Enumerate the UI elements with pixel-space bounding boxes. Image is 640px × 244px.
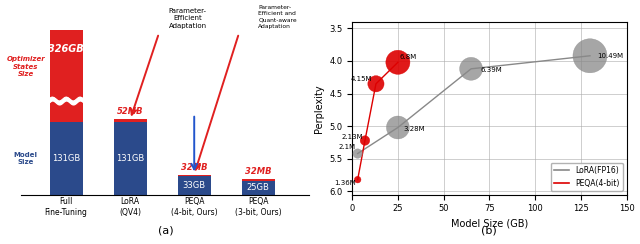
Bar	[113, 122, 147, 195]
Point	[585, 54, 595, 58]
Point	[393, 60, 403, 64]
Text: 131GB: 131GB	[52, 154, 80, 163]
Text: 25GB: 25GB	[247, 183, 269, 192]
Text: Parameter-
Efficient and
Quant-aware
Adaptation: Parameter- Efficient and Quant-aware Ada…	[259, 5, 297, 29]
Text: 52MB: 52MB	[117, 107, 143, 116]
Text: 6.39M: 6.39M	[480, 67, 502, 73]
Bar	[49, 30, 83, 122]
Y-axis label: Perplexity: Perplexity	[314, 84, 324, 132]
Text: Model
Size: Model Size	[14, 152, 38, 165]
Text: (b): (b)	[481, 226, 497, 236]
Text: 2.1M: 2.1M	[339, 144, 356, 150]
Bar	[113, 119, 147, 122]
Text: Parameter-
Efficient
Adaptation: Parameter- Efficient Adaptation	[169, 8, 207, 29]
Point	[353, 178, 363, 182]
Bar	[241, 181, 275, 195]
Point	[393, 125, 403, 129]
Bar	[177, 176, 211, 195]
Text: 32MB: 32MB	[245, 167, 271, 176]
Text: 32MB: 32MB	[181, 163, 207, 172]
Text: Optimizer
States
Size: Optimizer States Size	[6, 56, 45, 77]
Text: 6.8M: 6.8M	[400, 54, 417, 60]
Bar	[241, 179, 275, 181]
Point	[353, 152, 363, 155]
Bar	[49, 122, 83, 195]
Text: 33GB: 33GB	[182, 181, 206, 190]
Text: 3.28M: 3.28M	[403, 126, 425, 132]
Text: 4.15M: 4.15M	[351, 76, 372, 81]
Point	[360, 139, 370, 142]
Point	[371, 82, 381, 86]
Legend: LoRA(FP16), PEQA(4-bit): LoRA(FP16), PEQA(4-bit)	[551, 163, 623, 191]
Text: 1.36M: 1.36M	[334, 180, 356, 186]
Text: (a): (a)	[157, 226, 173, 236]
Text: 131GB: 131GB	[116, 154, 144, 163]
X-axis label: Model Size (GB): Model Size (GB)	[451, 219, 528, 229]
Text: 2.13M: 2.13M	[342, 134, 363, 140]
Bar	[177, 174, 211, 176]
Point	[466, 67, 476, 71]
Text: 10.49M: 10.49M	[597, 53, 623, 59]
Text: 326GB: 326GB	[49, 44, 84, 54]
